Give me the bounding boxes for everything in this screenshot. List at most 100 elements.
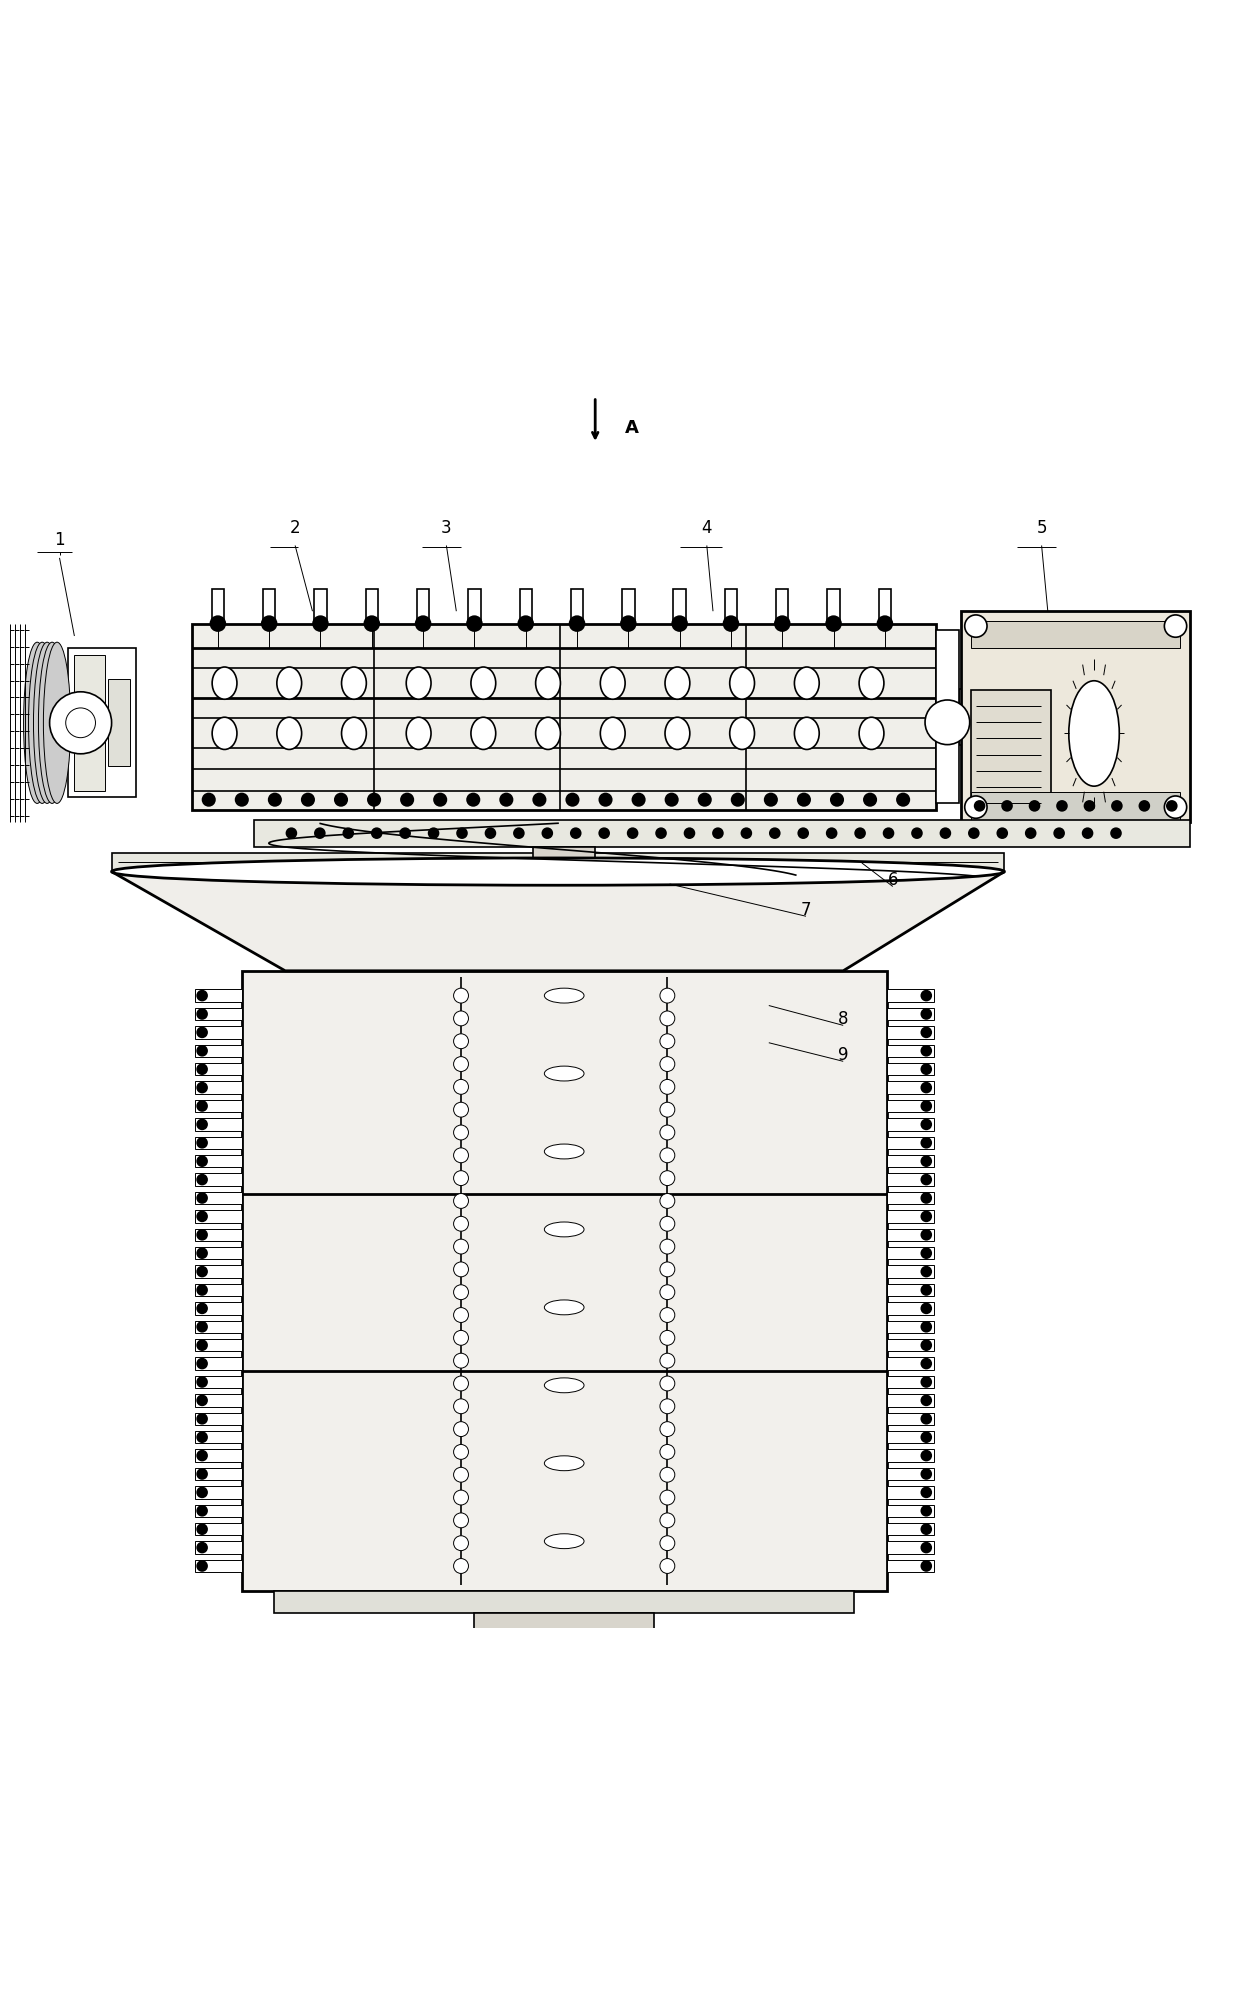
- Circle shape: [454, 1490, 469, 1506]
- Circle shape: [921, 1193, 931, 1204]
- Circle shape: [202, 794, 215, 806]
- Circle shape: [301, 794, 314, 806]
- Circle shape: [660, 1240, 675, 1254]
- Circle shape: [197, 1284, 207, 1294]
- Ellipse shape: [536, 718, 560, 750]
- Text: 5: 5: [1037, 518, 1047, 536]
- Circle shape: [921, 1304, 931, 1312]
- Circle shape: [211, 617, 226, 631]
- Circle shape: [368, 794, 381, 806]
- Bar: [195, 1339, 242, 1351]
- Circle shape: [921, 1341, 931, 1351]
- Ellipse shape: [859, 667, 884, 700]
- Ellipse shape: [859, 718, 884, 750]
- Ellipse shape: [277, 718, 301, 750]
- Circle shape: [921, 1359, 931, 1369]
- Ellipse shape: [33, 643, 61, 804]
- Bar: [887, 1062, 934, 1075]
- Bar: [959, 689, 961, 744]
- Ellipse shape: [544, 1300, 584, 1314]
- Circle shape: [1054, 829, 1064, 839]
- Circle shape: [660, 1308, 675, 1322]
- Ellipse shape: [544, 1456, 584, 1472]
- Bar: [887, 1044, 934, 1056]
- Ellipse shape: [341, 718, 366, 750]
- Circle shape: [197, 1322, 207, 1333]
- Bar: [195, 1504, 242, 1516]
- Ellipse shape: [665, 718, 689, 750]
- Circle shape: [878, 617, 893, 631]
- Bar: [195, 1228, 242, 1242]
- Ellipse shape: [24, 643, 51, 804]
- Circle shape: [454, 1445, 469, 1460]
- Bar: [887, 1375, 934, 1389]
- Circle shape: [197, 1119, 207, 1129]
- Circle shape: [197, 1064, 207, 1075]
- Bar: [192, 623, 936, 810]
- Bar: [570, 589, 583, 623]
- Bar: [887, 1248, 934, 1260]
- Circle shape: [312, 617, 327, 631]
- Circle shape: [197, 1431, 207, 1441]
- Circle shape: [775, 617, 790, 631]
- Circle shape: [921, 1157, 931, 1165]
- Text: 2: 2: [290, 518, 300, 536]
- Circle shape: [921, 1524, 931, 1534]
- Circle shape: [197, 1341, 207, 1351]
- Bar: [971, 792, 1180, 821]
- Bar: [724, 589, 737, 623]
- Bar: [195, 1357, 242, 1369]
- Ellipse shape: [544, 1143, 584, 1159]
- Bar: [936, 629, 959, 804]
- Bar: [961, 611, 1190, 823]
- Circle shape: [770, 829, 780, 839]
- Circle shape: [343, 829, 353, 839]
- Bar: [195, 1431, 242, 1443]
- Circle shape: [921, 1377, 931, 1387]
- Bar: [887, 1266, 934, 1278]
- Bar: [474, 1613, 655, 1637]
- Ellipse shape: [1069, 681, 1120, 786]
- Circle shape: [660, 1399, 675, 1413]
- Bar: [887, 1468, 934, 1480]
- Text: 9: 9: [838, 1046, 848, 1064]
- Circle shape: [660, 1216, 675, 1232]
- Bar: [314, 589, 326, 623]
- Circle shape: [732, 794, 744, 806]
- Circle shape: [454, 1240, 469, 1254]
- Bar: [366, 589, 378, 623]
- Circle shape: [1167, 800, 1177, 810]
- Bar: [887, 1320, 934, 1333]
- Bar: [887, 1486, 934, 1498]
- Circle shape: [799, 829, 808, 839]
- Ellipse shape: [600, 667, 625, 700]
- Bar: [887, 1210, 934, 1222]
- Circle shape: [567, 794, 579, 806]
- Circle shape: [542, 829, 552, 839]
- Bar: [195, 1173, 242, 1185]
- Circle shape: [197, 1028, 207, 1038]
- Circle shape: [513, 829, 523, 839]
- Ellipse shape: [43, 643, 71, 804]
- Bar: [195, 1119, 242, 1131]
- Circle shape: [454, 1512, 469, 1528]
- Ellipse shape: [407, 667, 432, 700]
- Bar: [112, 853, 1004, 871]
- Circle shape: [415, 617, 430, 631]
- Circle shape: [197, 1413, 207, 1423]
- Circle shape: [660, 1147, 675, 1163]
- Ellipse shape: [212, 718, 237, 750]
- Bar: [827, 589, 839, 623]
- Circle shape: [197, 1452, 207, 1460]
- Circle shape: [921, 1284, 931, 1294]
- Circle shape: [197, 1560, 207, 1570]
- Bar: [887, 1431, 934, 1443]
- Ellipse shape: [471, 667, 496, 700]
- Bar: [274, 1591, 854, 1613]
- Circle shape: [660, 1171, 675, 1185]
- Circle shape: [197, 1010, 207, 1018]
- Circle shape: [921, 1470, 931, 1480]
- Circle shape: [660, 1125, 675, 1139]
- Circle shape: [897, 794, 909, 806]
- Circle shape: [856, 829, 866, 839]
